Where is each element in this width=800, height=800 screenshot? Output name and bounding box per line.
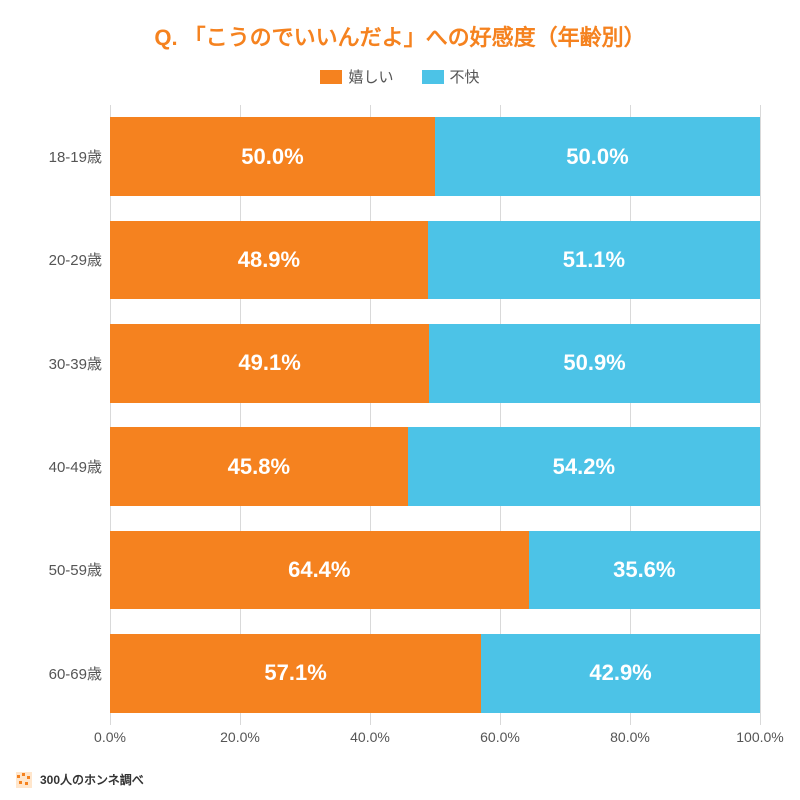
bar-row: 30-39歳49.1%50.9%	[110, 312, 760, 415]
category-label: 60-69歳	[30, 663, 102, 684]
x-axis-tick: 40.0%	[350, 729, 390, 745]
bar-row: 18-19歳50.0%50.0%	[110, 105, 760, 208]
bar-segment-unhappy: 51.1%	[428, 221, 760, 300]
stacked-bar: 57.1%42.9%	[110, 634, 760, 713]
category-label: 50-59歳	[30, 559, 102, 580]
bar-segment-unhappy: 50.0%	[435, 117, 760, 196]
category-label: 20-29歳	[30, 249, 102, 270]
legend-item-happy: 嬉しい	[320, 66, 393, 87]
category-label: 40-49歳	[30, 456, 102, 477]
x-axis-tick: 0.0%	[94, 729, 126, 745]
legend-item-unhappy: 不快	[422, 66, 480, 87]
bar-row: 40-49歳45.8%54.2%	[110, 415, 760, 518]
bar-segment-unhappy: 54.2%	[408, 427, 760, 506]
stacked-bar: 45.8%54.2%	[110, 427, 760, 506]
stacked-bar: 64.4%35.6%	[110, 531, 760, 610]
plot-area: 18-19歳50.0%50.0%20-29歳48.9%51.1%30-39歳49…	[110, 105, 760, 725]
chart-legend: 嬉しい 不快	[30, 66, 770, 87]
bar-segment-happy: 64.4%	[110, 531, 529, 610]
x-axis-tick: 100.0%	[736, 729, 783, 745]
bar-segment-unhappy: 50.9%	[429, 324, 760, 403]
x-axis-tick: 20.0%	[220, 729, 260, 745]
bar-segment-unhappy: 35.6%	[529, 531, 760, 610]
legend-swatch-happy	[320, 70, 342, 84]
category-label: 30-39歳	[30, 353, 102, 374]
category-label: 18-19歳	[30, 146, 102, 167]
gridline	[760, 105, 761, 725]
bar-segment-happy: 50.0%	[110, 117, 435, 196]
bars-container: 18-19歳50.0%50.0%20-29歳48.9%51.1%30-39歳49…	[110, 105, 760, 725]
bar-row: 60-69歳57.1%42.9%	[110, 622, 760, 725]
chart-container: Q. 「こうのでいいんだよ」への好感度（年齢別） 嬉しい 不快 18-19歳50…	[0, 0, 800, 800]
bar-segment-happy: 57.1%	[110, 634, 481, 713]
bar-row: 50-59歳64.4%35.6%	[110, 518, 760, 621]
stacked-bar: 50.0%50.0%	[110, 117, 760, 196]
x-axis-tick: 80.0%	[610, 729, 650, 745]
legend-label-happy: 嬉しい	[348, 66, 393, 87]
bar-segment-happy: 48.9%	[110, 221, 428, 300]
stacked-bar: 49.1%50.9%	[110, 324, 760, 403]
bar-segment-happy: 49.1%	[110, 324, 429, 403]
x-axis: 0.0%20.0%40.0%60.0%80.0%100.0%	[110, 725, 760, 749]
legend-label-unhappy: 不快	[450, 66, 480, 87]
footer: 300人のホンネ調べ	[16, 771, 144, 788]
stacked-bar: 48.9%51.1%	[110, 221, 760, 300]
bar-segment-unhappy: 42.9%	[481, 634, 760, 713]
legend-swatch-unhappy	[422, 70, 444, 84]
bar-row: 20-29歳48.9%51.1%	[110, 208, 760, 311]
footer-text: 300人のホンネ調べ	[40, 771, 144, 788]
x-axis-tick: 60.0%	[480, 729, 520, 745]
chart-title: Q. 「こうのでいいんだよ」への好感度（年齢別）	[30, 20, 770, 52]
survey-icon	[16, 772, 32, 788]
bar-segment-happy: 45.8%	[110, 427, 408, 506]
